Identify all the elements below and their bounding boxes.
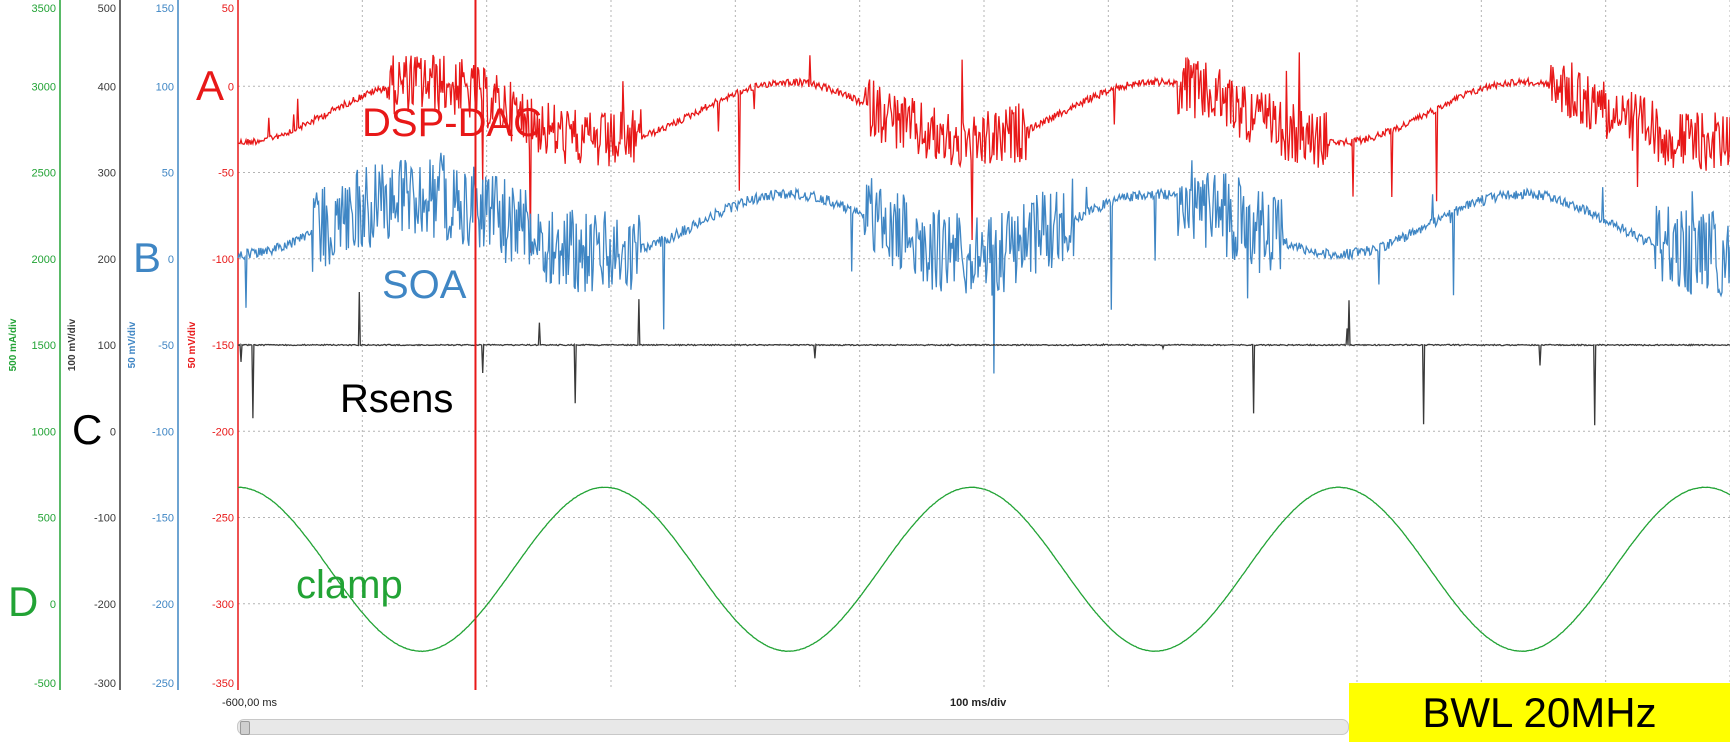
trace-clamp <box>237 486 1730 653</box>
axis-unit-a: 50 mV/div <box>187 321 198 368</box>
channel-letter-a: A <box>196 62 224 109</box>
series-label-soa: SOA <box>382 263 467 307</box>
trace-dsp-dac <box>237 52 1730 253</box>
axis-tick-label: 2500 <box>32 168 56 180</box>
axis-tick-label: -250 <box>212 513 234 525</box>
axis-tick-label: 50 <box>162 168 174 180</box>
axis-tick-label: -100 <box>152 426 174 438</box>
axis-tick-label: -200 <box>152 599 174 611</box>
timebase-div-label: 100 ms/div <box>950 697 1007 709</box>
axis-tick-label: -100 <box>94 513 116 525</box>
axis-tick-label: 500 <box>98 3 116 15</box>
axis-tick-label: -200 <box>94 599 116 611</box>
axis-tick-label: -350 <box>212 678 234 690</box>
series-label-clamp: clamp <box>296 563 403 607</box>
axis-tick-label: -200 <box>212 426 234 438</box>
axis-tick-label: 3500 <box>32 3 56 15</box>
axis-tick-label: -150 <box>212 340 234 352</box>
axis-tick-label: -100 <box>212 254 234 266</box>
channel-letter-b: B <box>133 234 161 281</box>
trace-rsens <box>237 291 1730 426</box>
axis-tick-label: 0 <box>110 426 116 438</box>
axis-tick-label: 400 <box>98 81 116 93</box>
axis-tick-label: 0 <box>50 599 56 611</box>
axis-tick-label: 500 <box>38 513 56 525</box>
channel-letter-d: D <box>8 578 38 625</box>
axis-tick-label: 100 <box>98 340 116 352</box>
channel-letter-c: C <box>72 406 102 453</box>
time-scrollbar[interactable] <box>237 719 1349 735</box>
trace-group <box>237 52 1730 653</box>
axis-tick-label: 2000 <box>32 254 56 266</box>
axis-tick-label: -50 <box>218 168 234 180</box>
timebase-start-label: -600,00 ms <box>222 697 278 709</box>
bandwidth-limit-badge: BWL 20MHz <box>1349 683 1730 742</box>
time-scrollbar-thumb[interactable] <box>240 721 250 735</box>
axis-unit-b: 50 mV/div <box>127 321 138 368</box>
axis-tick-label: 0 <box>228 81 234 93</box>
axis-tick-label: 300 <box>98 168 116 180</box>
axis-tick-label: 150 <box>156 3 174 15</box>
axis-tick-label: -50 <box>158 340 174 352</box>
axis-tick-label: 100 <box>156 81 174 93</box>
axis-tick-label: -300 <box>212 599 234 611</box>
axis-tick-label: 1000 <box>32 426 56 438</box>
axis-tick-label: 3000 <box>32 81 56 93</box>
axis-tick-label: -250 <box>152 678 174 690</box>
axis-tick-label: 50 <box>222 3 234 15</box>
axis-tick-label: 1500 <box>32 340 56 352</box>
trace-soa <box>237 152 1730 374</box>
axis-tick-label: 200 <box>98 254 116 266</box>
series-label-rsens: Rsens <box>340 377 453 421</box>
axis-tick-labels: 3500300025002000150010005000-50050040030… <box>32 3 234 690</box>
axis-unit-d: 500 mA/div <box>8 318 19 371</box>
series-label-dsp-dac: DSP-DAC <box>362 101 542 145</box>
axis-tick-label: 0 <box>168 254 174 266</box>
axis-tick-label: -500 <box>34 678 56 690</box>
axis-tick-label: -300 <box>94 678 116 690</box>
axis-unit-c: 100 mV/div <box>67 318 78 371</box>
axis-tick-label: -150 <box>152 513 174 525</box>
